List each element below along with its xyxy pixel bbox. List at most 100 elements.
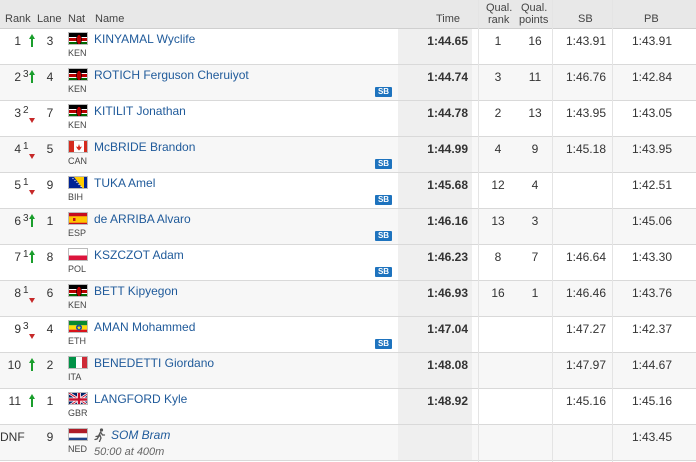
sb-cell: 1:47.27: [565, 322, 606, 336]
pb-cell: 1:42.51: [631, 178, 672, 192]
lane-cell: 7: [46, 106, 54, 120]
rank-cell: 11: [8, 394, 21, 408]
table-row[interactable]: 11 1 GBR LANGFORD Kyle 1:48.92 1:45.16 1:45.16: [0, 389, 696, 425]
athlete-name-link[interactable]: AMAN Mohammed: [94, 320, 196, 334]
table-row[interactable]: DNF 9 NED SOM Bram 50:00 at 400m 1:43.45: [0, 425, 696, 461]
col-qual-rank-header-line1[interactable]: Qual.: [486, 2, 513, 14]
nat-code: ESP: [68, 228, 87, 238]
col-qual-rank-header-line2[interactable]: rank: [488, 14, 510, 26]
col-qual-points-header-line2[interactable]: points: [519, 14, 549, 26]
time-cell: 1:45.68: [427, 178, 468, 192]
sb-cell: 1:43.91: [565, 34, 606, 48]
time-cell-background: [398, 29, 472, 64]
table-row[interactable]: 9 3 4 ETH AMAN Mohammed SB 1:47.04 1:47.27 1:42.…: [0, 317, 696, 353]
season-best-badge: SB: [375, 195, 392, 205]
athlete-name-link[interactable]: SOM Bram: [111, 428, 171, 442]
athlete-name-link[interactable]: LANGFORD Kyle: [94, 392, 188, 406]
table-row[interactable]: 3 2 7 KEN KITILIT Jonathan 1:44.78 2 13 1:43.95 1…: [0, 101, 696, 137]
rank-change-indicator: 1: [23, 140, 35, 159]
athlete-name-link[interactable]: BETT Kipyegon: [94, 284, 178, 298]
qual-points-cell: 1: [531, 286, 539, 300]
table-row[interactable]: 4 1 5 CAN McBRIDE Brandon SB 1:44.99 4 9 1:45.18 1…: [0, 137, 696, 173]
rank-cell: 7: [14, 250, 21, 264]
table-row[interactable]: 7 1 8 POL KSZCZOT Adam SB 1:46.23 8 7 1:46.64 1:43…: [0, 245, 696, 281]
arrow-down-icon: [29, 118, 35, 123]
sb-cell: 1:46.64: [565, 250, 606, 264]
col-time-header[interactable]: Time: [436, 13, 461, 25]
athlete-name-link[interactable]: ROTICH Ferguson Cheruiyot: [94, 68, 249, 82]
time-cell: 1:48.92: [427, 394, 468, 408]
rank-change-value: 1: [23, 177, 29, 188]
qual-rank-cell: 1: [494, 34, 502, 48]
athlete-name-link[interactable]: TUKA Amel: [94, 176, 156, 190]
nat-code: ITA: [68, 372, 82, 382]
table-row[interactable]: 6 3 1 ESP de ARRIBA Alvaro SB 1:46.16 13 3 1:45.0…: [0, 209, 696, 245]
season-best-badge: SB: [375, 339, 392, 349]
rank-change-value: 3: [23, 321, 29, 332]
table-row[interactable]: 8 1 6 KEN BETT Kipyegon 1:46.93 16 1 1:46.46 1:43…: [0, 281, 696, 317]
pb-cell: 1:43.05: [631, 106, 672, 120]
time-cell: 1:44.65: [427, 34, 468, 48]
arrow-up-icon: [29, 358, 35, 372]
table-row[interactable]: 1 3 KEN KINYAMAL Wyclife 1:44.65 1 16 1:43.91 1:…: [0, 29, 696, 65]
athlete-name-link[interactable]: BENEDETTI Giordano: [94, 356, 215, 370]
lane-cell: 9: [46, 178, 54, 192]
table-row[interactable]: 5 1 9 BIH TUKA Amel SB 1:45.68 12 4 1:42.51: [0, 173, 696, 209]
flag-icon: [68, 212, 88, 225]
lane-cell: 9: [46, 430, 54, 444]
nat-code: KEN: [68, 120, 87, 130]
col-qual-points-header-line1[interactable]: Qual.: [521, 2, 548, 14]
table-row[interactable]: 10 2 ITA BENEDETTI Giordano 1:48.08 1:47.97 1:…: [0, 353, 696, 389]
time-cell-background: [398, 245, 472, 280]
rank-cell: 5: [14, 178, 21, 192]
rank-cell: 8: [14, 286, 21, 300]
athlete-name-link[interactable]: KSZCZOT Adam: [94, 248, 184, 262]
sb-cell: 1:47.97: [565, 358, 606, 372]
arrow-up-icon: [29, 250, 35, 264]
time-cell-background: [398, 425, 472, 460]
season-best-badge: SB: [375, 159, 392, 169]
flag-icon: [68, 320, 88, 333]
rank-change-value: 2: [23, 105, 29, 116]
qual-points-cell: 9: [531, 142, 539, 156]
col-pb-header[interactable]: PB: [644, 13, 659, 25]
athlete-name-link[interactable]: McBRIDE Brandon: [94, 140, 196, 154]
pb-cell: 1:44.67: [631, 358, 672, 372]
nat-code: KEN: [68, 300, 87, 310]
athlete-name-link[interactable]: KINYAMAL Wyclife: [94, 32, 196, 46]
col-rank-header[interactable]: Rank: [5, 13, 31, 25]
pb-cell: 1:43.30: [631, 250, 672, 264]
athlete-name-link[interactable]: de ARRIBA Alvaro: [94, 212, 191, 226]
flag-icon: [68, 284, 88, 297]
arrow-up-icon: [29, 70, 35, 84]
lane-cell: 4: [46, 322, 54, 336]
rank-cell: 10: [7, 358, 21, 372]
time-cell: 1:46.93: [427, 286, 468, 300]
arrow-up-icon: [29, 394, 35, 408]
col-sb-header[interactable]: SB: [578, 13, 593, 25]
rank-change-indicator: 1: [23, 248, 35, 266]
col-nat-header[interactable]: Nat: [68, 13, 86, 25]
time-cell: 1:48.08: [427, 358, 468, 372]
athlete-name-link[interactable]: KITILIT Jonathan: [94, 104, 186, 118]
qual-rank-cell: 3: [494, 70, 502, 84]
rank-change-value: 1: [23, 249, 29, 260]
col-name-header[interactable]: Name: [95, 13, 125, 25]
sb-cell: 1:45.18: [565, 142, 606, 156]
time-cell: 1:44.99: [427, 142, 468, 156]
lane-cell: 1: [46, 394, 54, 408]
table-row[interactable]: 2 3 4 KEN ROTICH Ferguson Cheruiyot SB 1:44.74…: [0, 65, 696, 101]
rank-change-value: 3: [23, 213, 29, 224]
rank-cell: 2: [14, 70, 21, 84]
arrow-up-icon: [29, 34, 35, 48]
time-cell-background: [398, 317, 472, 352]
rank-change-indicator: [23, 32, 35, 50]
arrow-down-icon: [29, 154, 35, 159]
nat-code: KEN: [68, 84, 87, 94]
col-lane-header[interactable]: Lane: [37, 13, 62, 25]
qual-points-cell: 3: [531, 214, 539, 228]
rank-cell: DNF: [0, 430, 25, 444]
nat-code: BIH: [68, 192, 84, 202]
flag-icon: [68, 32, 88, 45]
